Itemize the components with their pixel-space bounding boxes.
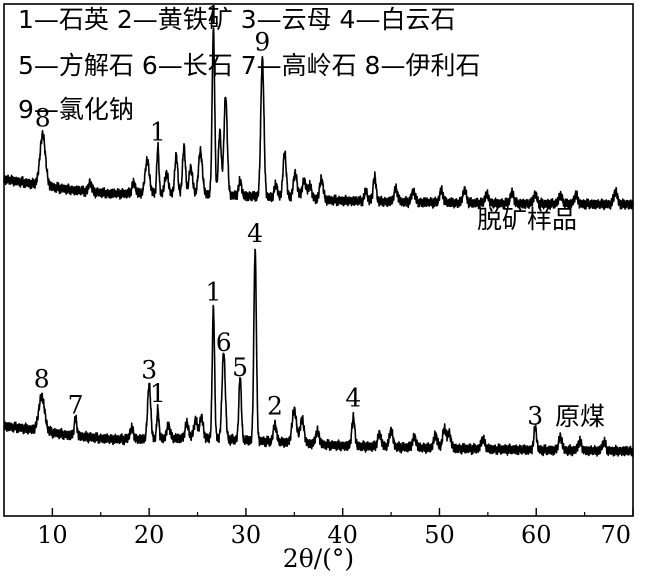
peak-label: 1 [205, 1, 221, 30]
peak-label: 4 [247, 219, 263, 248]
x-tick-label-40: 40 [327, 521, 358, 549]
legend-line-2: 5—方解石 6—长石 7—高岭石 8—伊利石 [18, 51, 481, 80]
x-tick-label-30: 30 [231, 521, 262, 549]
peak-label: 4 [345, 384, 361, 413]
legend-line-3: 9—氯化钠 [18, 95, 134, 124]
series-layer [3, 27, 634, 458]
peak-label: 7 [68, 390, 84, 419]
x-axis-ticks: 10 20 30 40 50 60 70 [37, 508, 634, 549]
peak-label: 1 [205, 277, 221, 306]
peak-label: 9 [254, 28, 270, 57]
series-label-raw-coal: 原煤 [555, 402, 606, 431]
x-tick-label-20: 20 [134, 521, 165, 549]
x-tick-label-70: 70 [600, 521, 631, 549]
peak-label: 6 [216, 328, 232, 357]
x-tick-label-10: 10 [37, 521, 68, 549]
plot-frame [3, 3, 634, 517]
peak-label: 3 [527, 402, 543, 431]
peak-label: 1 [150, 379, 166, 408]
x-axis-label: 2θ/(°) [283, 544, 354, 573]
peak-label: 3 [141, 355, 157, 384]
peak-label: 8 [34, 365, 50, 394]
series-line-2 [3, 248, 634, 458]
series-label-demineralized: 脱矿样品 [477, 205, 578, 234]
peak-label: 8 [35, 103, 51, 132]
peak-label: 1 [150, 118, 166, 147]
peak-label: 2 [267, 391, 283, 420]
series-line-1 [3, 27, 634, 211]
x-tick-label-60: 60 [521, 521, 552, 549]
x-tick-label-50: 50 [424, 521, 455, 549]
peak-label: 5 [232, 353, 248, 382]
legend-line-1: 1—石英 2—黄铁矿 3—云母 4—白云石 [18, 5, 456, 34]
